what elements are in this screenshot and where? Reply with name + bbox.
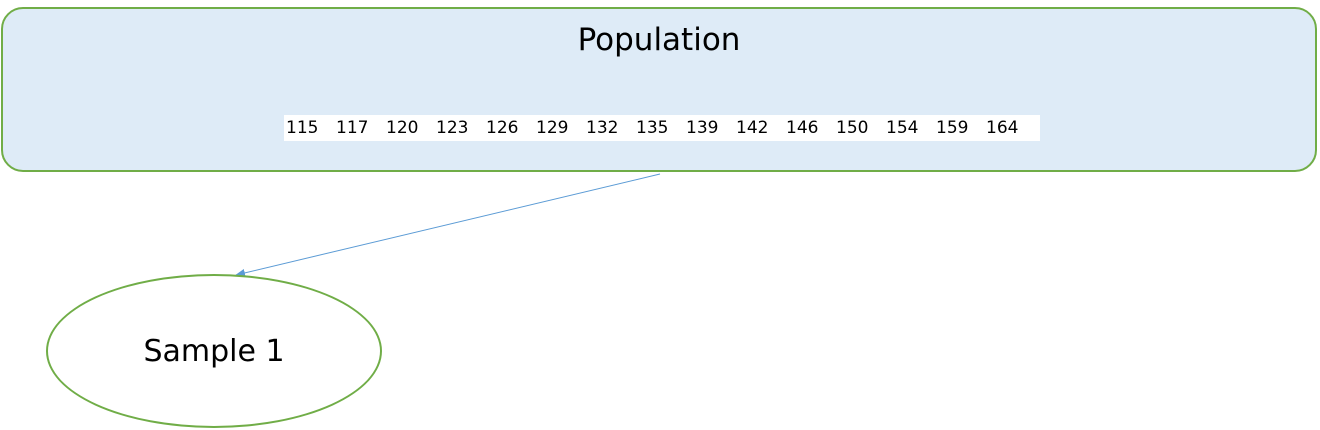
population-value: 123 <box>436 118 469 138</box>
population-value: 117 <box>336 118 369 138</box>
sample-label: Sample 1 <box>143 333 285 369</box>
population-value: 126 <box>486 118 519 138</box>
sample-ellipse: Sample 1 <box>46 274 382 428</box>
population-value: 132 <box>586 118 619 138</box>
population-value: 150 <box>836 118 869 138</box>
population-value: 164 <box>986 118 1019 138</box>
population-value: 159 <box>936 118 969 138</box>
population-value: 120 <box>386 118 419 138</box>
arrow-line <box>235 173 661 277</box>
population-value: 129 <box>536 118 569 138</box>
population-value: 154 <box>886 118 919 138</box>
population-values: 115 117 120 123 126 129 132 135 139 142 … <box>284 115 1040 141</box>
population-value: 139 <box>686 118 719 138</box>
population-value: 146 <box>786 118 819 138</box>
population-title: Population <box>577 22 741 58</box>
population-value: 115 <box>286 118 319 138</box>
population-value: 142 <box>736 118 769 138</box>
population-value: 135 <box>636 118 669 138</box>
population-box: Population 115 117 120 123 126 129 132 1… <box>1 7 1317 172</box>
